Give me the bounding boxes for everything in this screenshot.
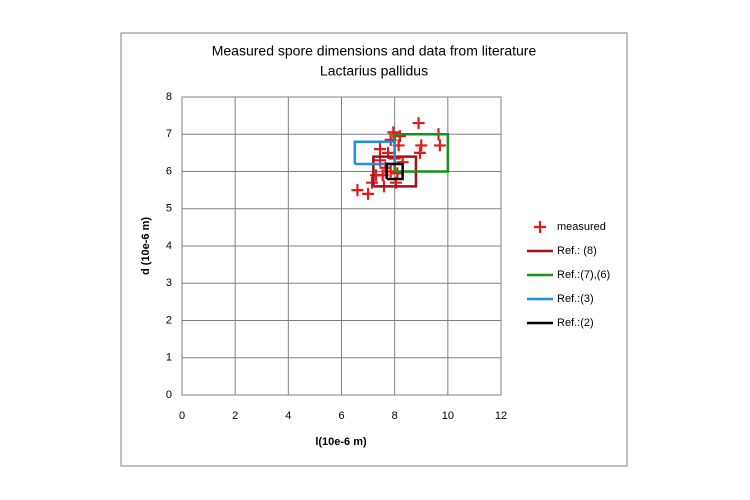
y-tick-label: 4 [166, 240, 172, 252]
y-tick-label: 7 [166, 128, 172, 140]
ref-line [385, 162, 404, 181]
x-axis-title: l(10e-6 m) [315, 436, 367, 448]
ref-line [353, 140, 396, 166]
y-tick-label: 0 [166, 389, 172, 401]
point [370, 169, 383, 182]
plot-border [181, 96, 502, 396]
legend-label: Ref.:(2) [557, 317, 594, 329]
legend-label: Ref.: (8) [557, 245, 597, 257]
x-tick-label: 2 [232, 410, 238, 422]
x-tick-label: 10 [442, 410, 454, 422]
x-tick-label: 4 [285, 410, 291, 422]
y-tick-label: 6 [166, 165, 172, 177]
ref-line [372, 155, 418, 188]
y-tick-label: 1 [166, 352, 172, 364]
chart-subtitle: Lactarius pallidus [320, 63, 428, 79]
point [366, 176, 379, 189]
point [387, 126, 400, 139]
point [351, 184, 364, 197]
legend-marker [534, 221, 546, 233]
point [413, 146, 426, 159]
point [412, 117, 425, 130]
x-tick-label: 6 [338, 410, 344, 422]
point [374, 143, 387, 156]
legend-label: Ref.:(3) [557, 293, 594, 305]
x-tick-label: 12 [495, 410, 507, 422]
y-tick-label: 2 [166, 314, 172, 326]
point [362, 187, 375, 200]
point [393, 130, 406, 143]
legend-label: measured [557, 221, 606, 233]
x-tick-label: 8 [392, 410, 398, 422]
legend-label: Ref.:(7),(6) [557, 269, 610, 281]
point [415, 139, 428, 152]
y-tick-label: 8 [166, 91, 172, 103]
y-tick-label: 5 [166, 203, 172, 215]
y-tick-label: 3 [166, 277, 172, 289]
chart-title: Measured spore dimensions and data from … [212, 43, 537, 59]
point [391, 167, 404, 180]
point [433, 139, 446, 152]
x-tick-label: 0 [179, 410, 185, 422]
y-axis-title: d (10e-6 m) [140, 217, 152, 275]
